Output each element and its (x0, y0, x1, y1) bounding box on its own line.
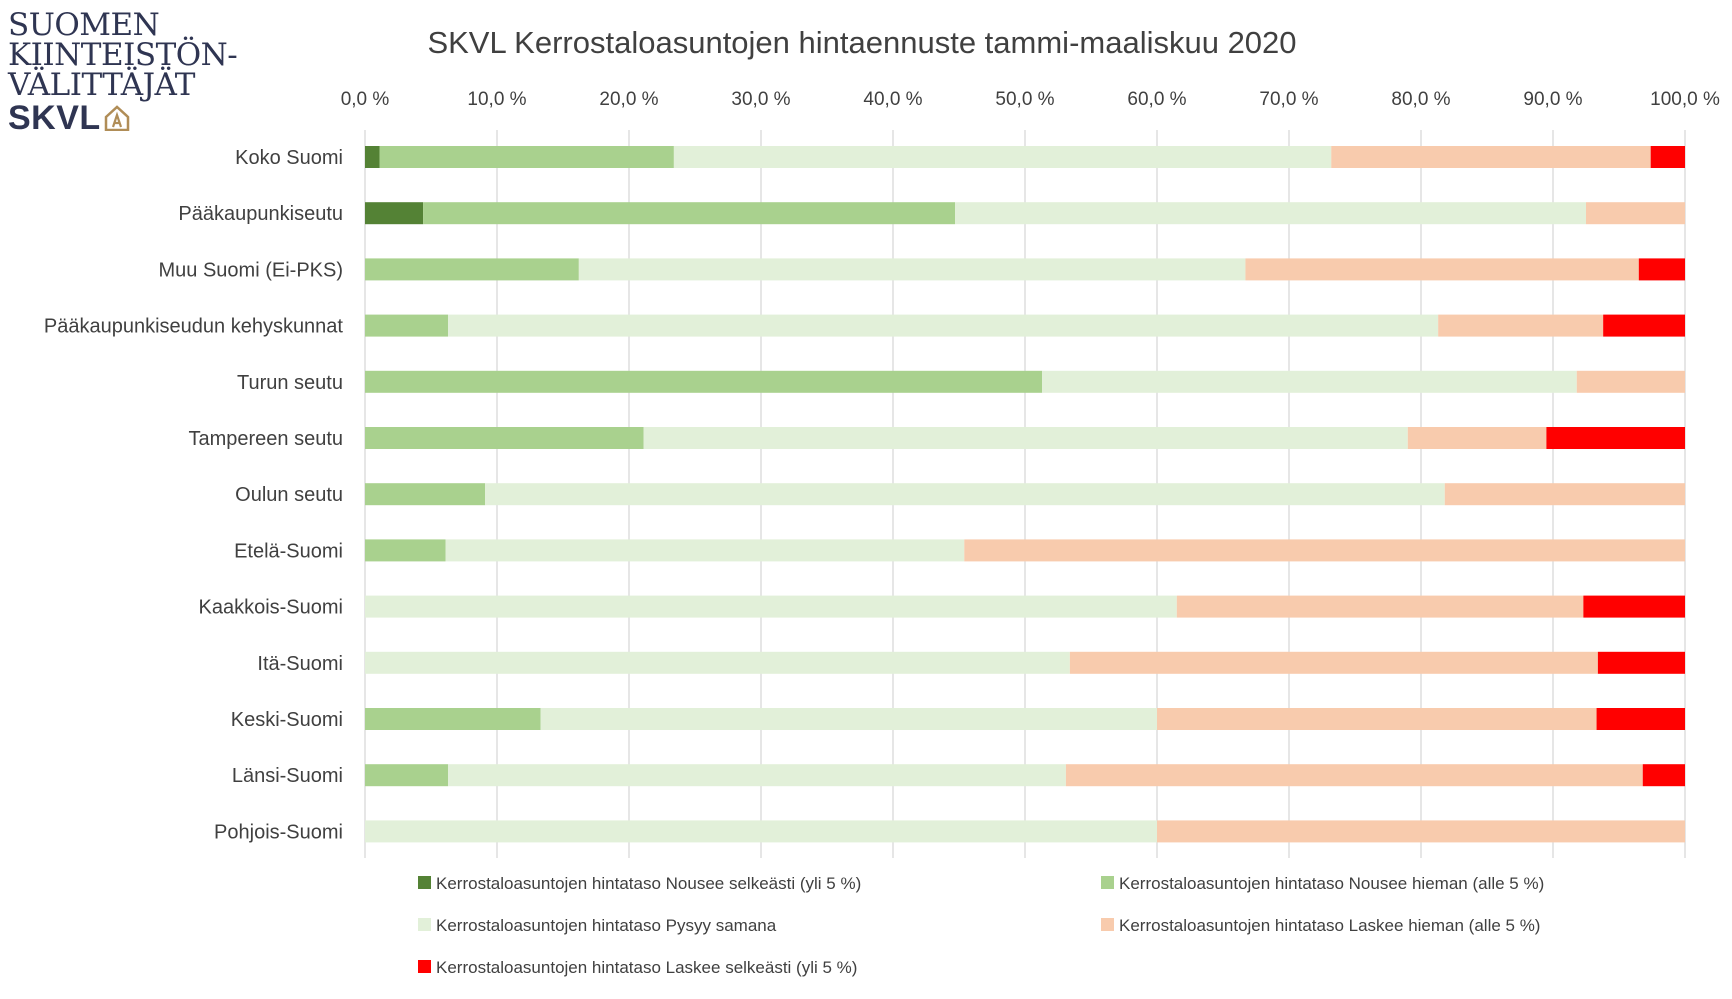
bar-segment (1576, 370, 1685, 393)
x-axis-ticks: 0,0 % 10,0 % 20,0 % 30,0 % 40,0 % 50,0 % 60,0 … (341, 89, 1720, 110)
bar-segment (379, 146, 674, 168)
bar-segment (448, 764, 1066, 787)
x-tick-label: 70,0 % (1259, 89, 1318, 110)
bar-segment (365, 202, 424, 225)
bar-segment (1438, 314, 1604, 337)
bar-segment (1157, 708, 1597, 730)
x-tick-label: 0,0 % (341, 89, 390, 110)
category-label: Länsi-Suomi (232, 765, 343, 787)
company-logo: SUOMEN KIINTEISTÖN- VÄLITTÄJÄT SKVL (8, 7, 238, 137)
logo-line-1: SUOMEN (8, 7, 160, 43)
bar-segment (1597, 651, 1685, 674)
legend-swatch (1101, 918, 1114, 931)
bar-segment (365, 427, 644, 449)
bar-segment (365, 539, 446, 562)
bar-segment (365, 483, 486, 506)
bar-segment (1603, 314, 1685, 337)
x-tick-label: 100,0 % (1650, 89, 1720, 110)
bar-segment (423, 202, 956, 225)
bar-segment (365, 708, 541, 730)
bar-segment (1065, 764, 1643, 787)
bar-segment (1069, 651, 1598, 674)
house-icon (104, 105, 129, 131)
category-label: Kaakkois-Suomi (198, 597, 343, 619)
x-tick-label: 30,0 % (731, 89, 790, 110)
category-label: Tampereen seutu (188, 428, 343, 450)
x-tick-label: 10,0 % (467, 89, 526, 110)
bar-segment (365, 820, 1157, 843)
x-tick-label: 20,0 % (599, 89, 658, 110)
bar-segment (365, 370, 1043, 393)
legend-swatch (418, 960, 431, 973)
x-tick-label: 40,0 % (863, 89, 922, 110)
chart-title: SKVL Kerrostaloasuntojen hintaennuste ta… (427, 25, 1296, 60)
bar-segment (365, 258, 579, 281)
bars (365, 146, 1685, 843)
bar-segment (365, 146, 380, 168)
category-label: Itä-Suomi (257, 653, 343, 675)
bar-segment (964, 539, 1685, 562)
category-label: Etelä-Suomi (234, 540, 343, 562)
bar-segment (1638, 258, 1685, 281)
bar-segment (955, 202, 1586, 225)
bar-segment (365, 764, 449, 787)
bar-segment (1245, 258, 1639, 281)
legend-swatch (418, 918, 431, 931)
legend-label: Kerrostaloasuntojen hintataso Laskee sel… (436, 958, 857, 977)
category-label: Pohjois-Suomi (214, 821, 343, 843)
category-label: Keski-Suomi (231, 709, 343, 731)
legend-label: Kerrostaloasuntojen hintataso Pysyy sama… (436, 916, 777, 935)
bar-segment (540, 708, 1157, 730)
bar-segment (365, 314, 449, 337)
logo-brand-text: SKVL (8, 99, 101, 137)
bar-segment (1042, 370, 1577, 393)
bar-segment (1583, 595, 1685, 618)
bar-segment (643, 427, 1408, 449)
bar-segment (1642, 764, 1685, 787)
x-tick-label: 90,0 % (1523, 89, 1582, 110)
bar-segment (448, 314, 1439, 337)
bar-segment (445, 539, 965, 562)
legend: Kerrostaloasuntojen hintataso Nousee sel… (418, 874, 1544, 977)
bar-segment (578, 258, 1246, 281)
legend-swatch (418, 876, 431, 889)
category-label: Muu Suomi (Ei-PKS) (159, 259, 344, 281)
bar-segment (1407, 427, 1547, 449)
legend-label: Kerrostaloasuntojen hintataso Nousee sel… (436, 874, 861, 893)
logo-brand: SKVL (8, 100, 228, 136)
bar-segment (1157, 820, 1685, 843)
bar-segment (1331, 146, 1651, 168)
bar-segment (1596, 708, 1685, 730)
logo-line-2: KIINTEISTÖN- (8, 37, 238, 73)
x-tick-label: 80,0 % (1391, 89, 1450, 110)
bar-segment (1444, 483, 1685, 506)
legend-label: Kerrostaloasuntojen hintataso Laskee hie… (1119, 916, 1540, 935)
bar-segment (1650, 146, 1685, 168)
logo-line-3: VÄLITTÄJÄT (8, 67, 195, 103)
legend-swatch (1101, 876, 1114, 889)
category-label: Oulun seutu (235, 484, 343, 506)
bar-segment (673, 146, 1332, 168)
category-label: Koko Suomi (235, 147, 343, 169)
bar-segment (365, 651, 1070, 674)
legend-label: Kerrostaloasuntojen hintataso Nousee hie… (1119, 874, 1544, 893)
category-label: Pääkaupunkiseudun kehyskunnat (44, 316, 344, 338)
category-label: Pääkaupunkiseutu (178, 203, 343, 225)
x-tick-label: 60,0 % (1127, 89, 1186, 110)
bar-segment (365, 595, 1177, 618)
x-tick-label: 50,0 % (995, 89, 1054, 110)
category-label: Turun seutu (237, 372, 343, 394)
bar-segment (1586, 202, 1685, 225)
category-labels: Koko Suomi Pääkaupunkiseutu Muu Suomi (Ei-… (44, 147, 344, 843)
bar-segment (485, 483, 1445, 506)
bar-segment (1546, 427, 1685, 449)
bar-segment (1176, 595, 1584, 618)
